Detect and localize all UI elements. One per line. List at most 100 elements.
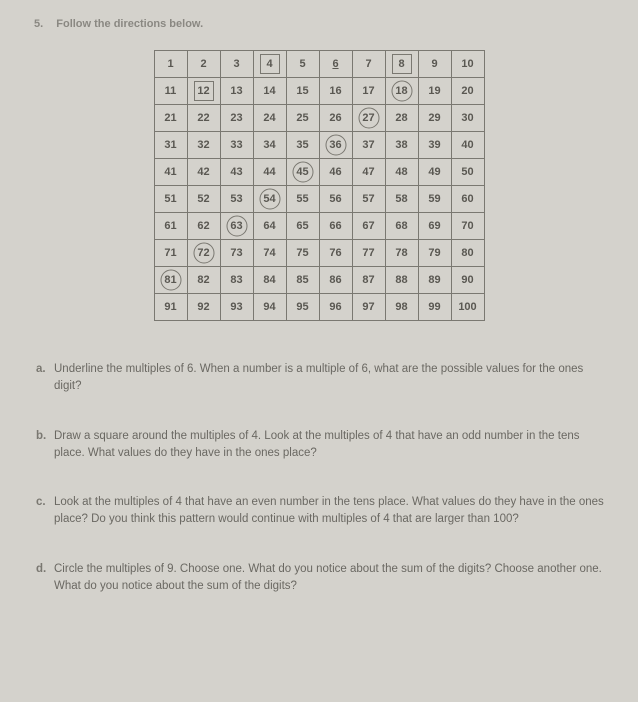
grid-cell: 9 bbox=[418, 51, 451, 78]
question-text: Underline the multiples of 6. When a num… bbox=[54, 361, 608, 396]
grid-cell: 23 bbox=[220, 105, 253, 132]
grid-cell: 49 bbox=[418, 159, 451, 186]
grid-cell: 56 bbox=[319, 186, 352, 213]
grid-cell: 53 bbox=[220, 186, 253, 213]
grid-cell: 90 bbox=[451, 267, 484, 294]
grid-cell: 39 bbox=[418, 132, 451, 159]
grid-cell: 78 bbox=[385, 240, 418, 267]
question: b.Draw a square around the multiples of … bbox=[36, 428, 608, 463]
grid-cell: 72 bbox=[187, 240, 220, 267]
grid-cell: 46 bbox=[319, 159, 352, 186]
grid-cell: 67 bbox=[352, 213, 385, 240]
grid-cell: 20 bbox=[451, 78, 484, 105]
grid-cell: 3 bbox=[220, 51, 253, 78]
grid-cell: 28 bbox=[385, 105, 418, 132]
question-text: Look at the multiples of 4 that have an … bbox=[54, 494, 608, 529]
grid-cell: 69 bbox=[418, 213, 451, 240]
grid-cell: 97 bbox=[352, 294, 385, 321]
grid-cell: 93 bbox=[220, 294, 253, 321]
grid-cell: 10 bbox=[451, 51, 484, 78]
grid-cell: 8 bbox=[385, 51, 418, 78]
grid-cell: 41 bbox=[154, 159, 187, 186]
question: d.Circle the multiples of 9. Choose one.… bbox=[36, 561, 608, 596]
grid-cell: 77 bbox=[352, 240, 385, 267]
grid-cell: 48 bbox=[385, 159, 418, 186]
grid-cell: 32 bbox=[187, 132, 220, 159]
grid-cell: 79 bbox=[418, 240, 451, 267]
grid-cell: 34 bbox=[253, 132, 286, 159]
grid-cell: 15 bbox=[286, 78, 319, 105]
top-instruction: 5. Follow the directions below. bbox=[34, 18, 608, 30]
grid-cell: 58 bbox=[385, 186, 418, 213]
grid-cell: 44 bbox=[253, 159, 286, 186]
grid-cell: 82 bbox=[187, 267, 220, 294]
question-letter: c. bbox=[36, 494, 54, 529]
grid-cell: 36 bbox=[319, 132, 352, 159]
grid-cell: 7 bbox=[352, 51, 385, 78]
grid-cell: 60 bbox=[451, 186, 484, 213]
grid-cell: 21 bbox=[154, 105, 187, 132]
grid-cell: 5 bbox=[286, 51, 319, 78]
question-letter: a. bbox=[36, 361, 54, 396]
grid-cell: 65 bbox=[286, 213, 319, 240]
grid-cell: 24 bbox=[253, 105, 286, 132]
grid-cell: 11 bbox=[154, 78, 187, 105]
grid-cell: 47 bbox=[352, 159, 385, 186]
top-num: 5. bbox=[34, 18, 43, 30]
grid-cell: 6 bbox=[319, 51, 352, 78]
grid-cell: 52 bbox=[187, 186, 220, 213]
grid-cell: 73 bbox=[220, 240, 253, 267]
grid-cell: 95 bbox=[286, 294, 319, 321]
grid-cell: 30 bbox=[451, 105, 484, 132]
grid-cell: 35 bbox=[286, 132, 319, 159]
grid-cell: 31 bbox=[154, 132, 187, 159]
grid-cell: 45 bbox=[286, 159, 319, 186]
grid-cell: 40 bbox=[451, 132, 484, 159]
grid-cell: 94 bbox=[253, 294, 286, 321]
grid-cell: 19 bbox=[418, 78, 451, 105]
grid-cell: 92 bbox=[187, 294, 220, 321]
grid-cell: 2 bbox=[187, 51, 220, 78]
grid-cell: 55 bbox=[286, 186, 319, 213]
grid-cell: 14 bbox=[253, 78, 286, 105]
grid-cell: 37 bbox=[352, 132, 385, 159]
grid-cell: 38 bbox=[385, 132, 418, 159]
grid-cell: 75 bbox=[286, 240, 319, 267]
grid-cell: 33 bbox=[220, 132, 253, 159]
number-grid: 1234567891011121314151617181920212223242… bbox=[154, 50, 485, 321]
grid-cell: 12 bbox=[187, 78, 220, 105]
grid-cell: 89 bbox=[418, 267, 451, 294]
grid-cell: 63 bbox=[220, 213, 253, 240]
grid-cell: 98 bbox=[385, 294, 418, 321]
grid-cell: 4 bbox=[253, 51, 286, 78]
grid-cell: 61 bbox=[154, 213, 187, 240]
grid-cell: 18 bbox=[385, 78, 418, 105]
questions: a.Underline the multiples of 6. When a n… bbox=[30, 361, 608, 595]
grid-cell: 13 bbox=[220, 78, 253, 105]
grid-cell: 50 bbox=[451, 159, 484, 186]
grid-cell: 86 bbox=[319, 267, 352, 294]
grid-cell: 91 bbox=[154, 294, 187, 321]
grid-cell: 87 bbox=[352, 267, 385, 294]
grid-cell: 29 bbox=[418, 105, 451, 132]
top-text: Follow the directions below. bbox=[56, 18, 203, 30]
grid-cell: 25 bbox=[286, 105, 319, 132]
question: c.Look at the multiples of 4 that have a… bbox=[36, 494, 608, 529]
grid-cell: 71 bbox=[154, 240, 187, 267]
grid-cell: 100 bbox=[451, 294, 484, 321]
grid-cell: 88 bbox=[385, 267, 418, 294]
grid-cell: 76 bbox=[319, 240, 352, 267]
grid-cell: 62 bbox=[187, 213, 220, 240]
grid-cell: 85 bbox=[286, 267, 319, 294]
grid-cell: 68 bbox=[385, 213, 418, 240]
question: a.Underline the multiples of 6. When a n… bbox=[36, 361, 608, 396]
grid-cell: 43 bbox=[220, 159, 253, 186]
grid-cell: 70 bbox=[451, 213, 484, 240]
grid-cell: 74 bbox=[253, 240, 286, 267]
grid-wrap: 1234567891011121314151617181920212223242… bbox=[30, 50, 608, 321]
grid-cell: 64 bbox=[253, 213, 286, 240]
grid-cell: 57 bbox=[352, 186, 385, 213]
question-letter: d. bbox=[36, 561, 54, 596]
grid-cell: 83 bbox=[220, 267, 253, 294]
grid-cell: 16 bbox=[319, 78, 352, 105]
